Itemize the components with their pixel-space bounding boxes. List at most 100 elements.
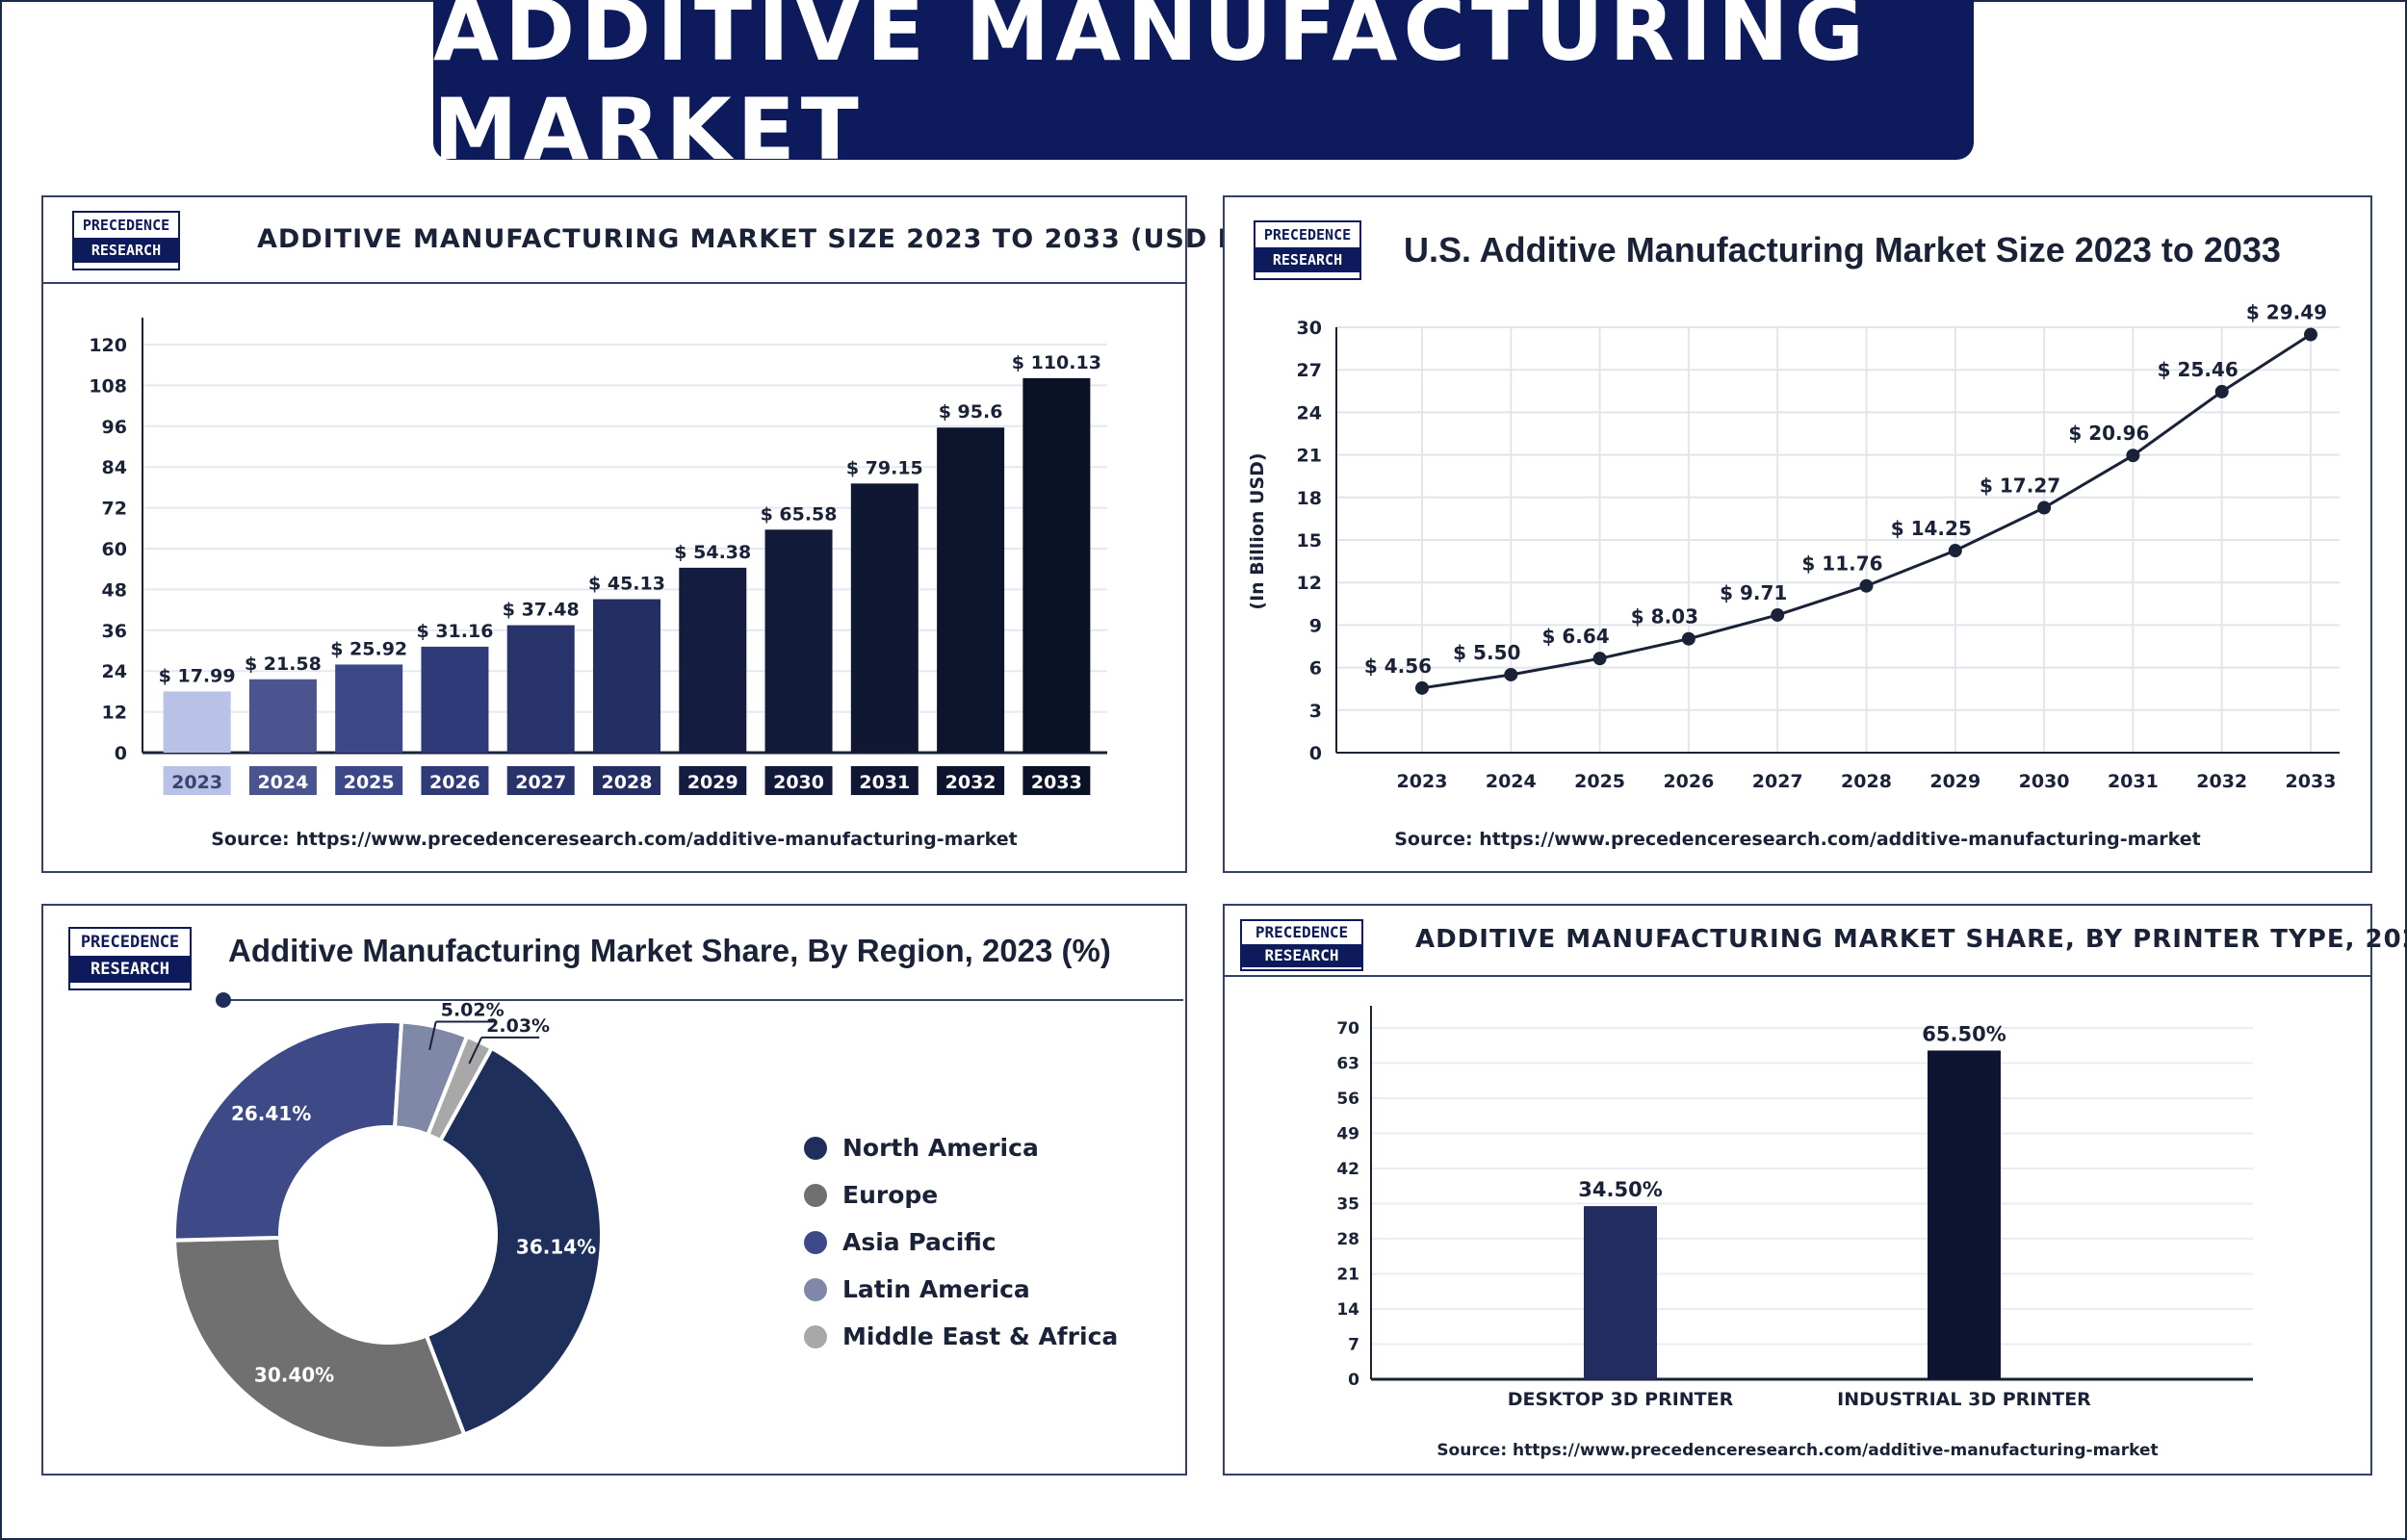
legend-latin-america: Latin America xyxy=(804,1266,1118,1313)
y-tick-label: 49 xyxy=(1336,1125,1359,1144)
logo: PRECEDENCE RESEARCH xyxy=(1254,220,1361,280)
x-tick-label: 2033 xyxy=(1031,772,1082,793)
y-tick-label: 3 xyxy=(1309,701,1322,722)
x-tick-label: 2026 xyxy=(1663,771,1714,792)
data-label: $ 25.46 xyxy=(2158,358,2239,381)
x-tick-box xyxy=(679,766,747,795)
divider xyxy=(43,282,1185,284)
x-tick-label: 2032 xyxy=(2196,771,2247,792)
y-tick-label: 108 xyxy=(89,375,127,397)
y-tick-label: 42 xyxy=(1336,1160,1359,1179)
y-tick-label: 96 xyxy=(102,417,127,438)
y-tick-label: 72 xyxy=(102,499,127,520)
x-tick-box xyxy=(248,766,317,795)
bar xyxy=(163,691,231,753)
bar xyxy=(850,483,919,753)
y-tick-label: 30 xyxy=(1297,318,1322,339)
logo-line2: RESEARCH xyxy=(74,238,178,263)
slice-label: 30.40% xyxy=(254,1363,334,1386)
x-tick-box xyxy=(335,766,403,795)
x-tick-label: 2031 xyxy=(2108,771,2159,792)
logo: PRECEDENCE RESEARCH xyxy=(1240,919,1363,971)
y-tick-label: 63 xyxy=(1336,1055,1359,1074)
chart1-title: ADDITIVE MANUFACTURING MARKET SIZE 2023 … xyxy=(257,224,1354,254)
x-tick-label: 2026 xyxy=(429,772,480,793)
data-point xyxy=(2037,500,2052,515)
slice-label: 2.03% xyxy=(486,1015,550,1037)
x-tick-label: 2023 xyxy=(1397,771,1448,792)
data-label: $ 17.99 xyxy=(159,665,236,686)
bar xyxy=(937,427,1005,753)
x-tick-label: 2025 xyxy=(1574,771,1625,792)
y-tick-label: 9 xyxy=(1309,615,1322,636)
data-label: $ 25.92 xyxy=(330,638,407,659)
pie-slice xyxy=(172,1019,404,1243)
logo-line1: PRECEDENCE xyxy=(1263,226,1352,244)
slice-label: 26.41% xyxy=(231,1102,311,1125)
y-tick-label: 21 xyxy=(1297,446,1322,467)
y-tick-label: 0 xyxy=(1309,743,1322,764)
y-tick-label: 6 xyxy=(1309,658,1322,680)
y-tick-label: 120 xyxy=(89,335,127,356)
y-tick-label: 18 xyxy=(1297,488,1322,509)
bar xyxy=(248,679,317,753)
x-tick-box xyxy=(593,766,660,795)
x-tick-label: 2030 xyxy=(773,772,824,793)
x-tick-box xyxy=(421,766,489,795)
x-tick-box xyxy=(850,766,919,795)
x-tick-label: INDUSTRIAL 3D PRINTER xyxy=(1837,1389,2091,1410)
panel-us-market-size: PRECEDENCE RESEARCH U.S. Additive Manufac… xyxy=(1223,195,2372,873)
y-tick-label: 24 xyxy=(102,661,127,682)
y-tick-label: 35 xyxy=(1336,1195,1359,1215)
y-tick-label: 15 xyxy=(1297,530,1322,552)
x-tick-box xyxy=(163,766,231,795)
legend-swatch xyxy=(804,1183,827,1207)
legend-mea: Middle East & Africa xyxy=(804,1313,1118,1360)
data-point xyxy=(1415,680,1429,695)
chart4-source: Source: https://www.precedenceresearch.c… xyxy=(1436,1441,2159,1460)
y-axis-label: (In Billion USD) xyxy=(1247,452,1268,609)
y-tick-label: 60 xyxy=(102,539,127,560)
chart4-title: ADDITIVE MANUFACTURING MARKET SHARE, BY … xyxy=(1415,925,2407,954)
data-label: $ 9.71 xyxy=(1720,581,1787,604)
x-tick-box xyxy=(764,766,833,795)
legend-swatch xyxy=(804,1136,827,1160)
data-point xyxy=(1681,631,1695,646)
slice-label: 36.14% xyxy=(516,1235,596,1258)
legend-europe: Europe xyxy=(804,1171,1118,1219)
y-tick-label: 36 xyxy=(102,621,127,642)
legend-asia-pacific: Asia Pacific xyxy=(804,1219,1118,1266)
x-tick-label: 2029 xyxy=(687,772,738,793)
bar xyxy=(421,646,489,753)
y-tick-label: 27 xyxy=(1297,360,1322,381)
x-tick-label: 2028 xyxy=(602,772,653,793)
x-tick-box xyxy=(937,766,1005,795)
y-tick-label: 28 xyxy=(1336,1230,1359,1249)
y-tick-label: 48 xyxy=(102,579,127,601)
y-tick-label: 12 xyxy=(1297,573,1322,594)
x-tick-label: DESKTOP 3D PRINTER xyxy=(1508,1389,1734,1410)
logo-line1: PRECEDENCE xyxy=(82,217,170,234)
x-tick-box xyxy=(506,766,575,795)
bar xyxy=(335,664,403,753)
logo: PRECEDENCE RESEARCH xyxy=(72,211,180,270)
y-tick-label: 24 xyxy=(1297,402,1322,424)
y-tick-label: 56 xyxy=(1336,1090,1359,1109)
logo-line1: PRECEDENCE xyxy=(80,933,180,952)
x-tick-label: 2030 xyxy=(2019,771,2070,792)
data-label: $ 29.49 xyxy=(2246,301,2327,324)
data-point xyxy=(1504,667,1518,681)
x-tick-label: 2031 xyxy=(859,772,910,793)
data-label: $ 110.13 xyxy=(1012,352,1101,373)
data-label: $ 54.38 xyxy=(674,542,751,563)
data-point xyxy=(2126,449,2140,463)
bar xyxy=(1584,1206,1657,1379)
chart3-title: Additive Manufacturing Market Share, By … xyxy=(228,933,1111,968)
legend-swatch xyxy=(804,1277,827,1301)
data-label: $ 4.56 xyxy=(1364,654,1432,678)
data-label: $ 6.64 xyxy=(1541,625,1609,648)
